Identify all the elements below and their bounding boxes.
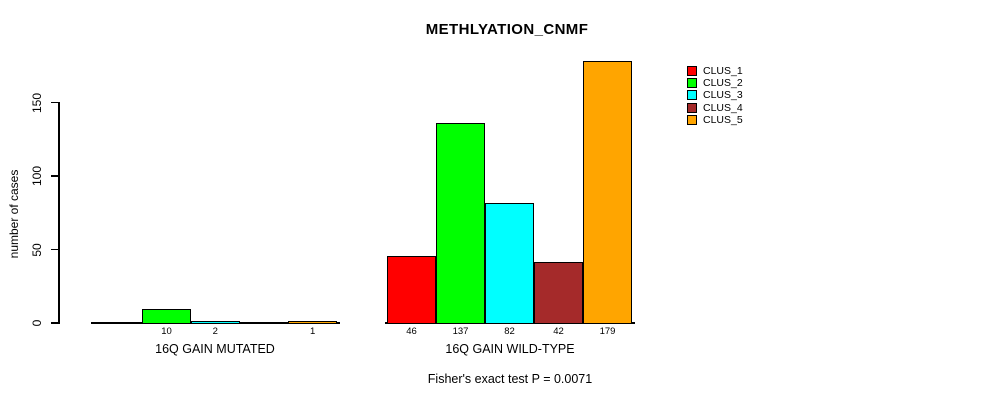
y-tick-mark bbox=[51, 248, 58, 251]
y-tick-label: 0 bbox=[30, 319, 44, 327]
bar-value-label: 137 bbox=[452, 326, 469, 337]
bar-clus_5-group1 bbox=[288, 321, 337, 324]
y-axis-line bbox=[58, 102, 60, 324]
bar-clus_4-group1-zero bbox=[239, 322, 289, 324]
bar-clus_1-group1-zero bbox=[93, 322, 143, 324]
legend-label-clus_5: CLUS_5 bbox=[703, 113, 743, 126]
y-tick-label: 50 bbox=[30, 242, 44, 257]
bar-value-label: 10 bbox=[161, 326, 172, 337]
bar-value-label: 82 bbox=[504, 326, 515, 337]
bar-clus_2-group1 bbox=[142, 309, 191, 324]
y-tick-mark bbox=[51, 322, 58, 324]
bar-value-label: 1 bbox=[309, 326, 316, 337]
legend-label-clus_4: CLUS_4 bbox=[703, 101, 743, 114]
annotation-text: Fisher's exact test P = 0.0071 bbox=[427, 372, 593, 386]
bar-value-label: 42 bbox=[553, 326, 564, 337]
bar-value-label: 179 bbox=[599, 326, 616, 337]
y-axis-label: number of cases bbox=[7, 169, 21, 259]
y-tick-mark bbox=[51, 175, 58, 177]
legend-swatch-clus_5 bbox=[687, 114, 697, 125]
bar-clus_2-group2 bbox=[436, 122, 485, 324]
group-label-mutated: 16Q GAIN MUTATED bbox=[155, 342, 275, 356]
bar-clus_5-group2 bbox=[583, 60, 632, 324]
legend-swatch-clus_2 bbox=[687, 78, 697, 89]
legend-swatch-clus_3 bbox=[687, 90, 697, 101]
legend-swatch-clus_4 bbox=[687, 102, 697, 113]
y-tick-mark bbox=[51, 101, 58, 104]
y-tick-label: 100 bbox=[30, 165, 44, 187]
chart-title: METHLYATION_CNMF bbox=[425, 21, 589, 38]
legend-label-clus_1: CLUS_1 bbox=[703, 65, 743, 77]
group-label-wild-type: 16Q GAIN WILD-TYPE bbox=[445, 342, 575, 356]
y-tick-label: 150 bbox=[30, 92, 44, 113]
legend-label-clus_2: CLUS_2 bbox=[703, 77, 743, 90]
legend-label-clus_3: CLUS_3 bbox=[703, 89, 743, 102]
bar-value-label: 46 bbox=[406, 326, 417, 337]
bar-clus_3-group1 bbox=[190, 321, 240, 324]
bar-clus_1-group2 bbox=[387, 256, 436, 324]
bar-value-label: 2 bbox=[212, 326, 218, 337]
bar-clus_3-group2 bbox=[485, 203, 534, 324]
bar-clus_4-group2 bbox=[534, 262, 583, 324]
legend-swatch-clus_1 bbox=[687, 66, 697, 76]
